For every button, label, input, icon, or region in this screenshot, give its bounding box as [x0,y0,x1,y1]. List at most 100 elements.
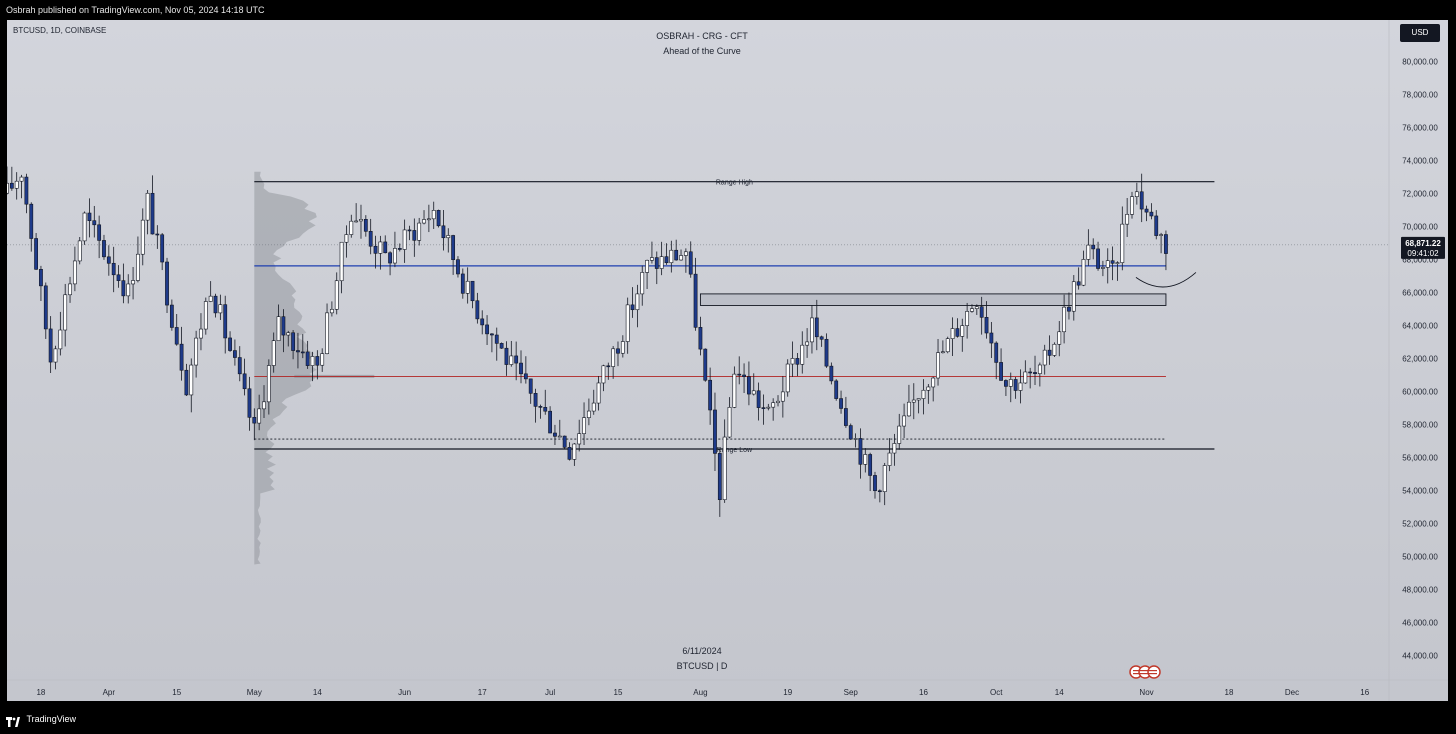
candle [572,443,577,466]
level-label-range-high: Range High [716,180,753,187]
candle-body [9,182,14,189]
candle-body [184,369,189,396]
candle [882,462,887,506]
candle-body [431,210,436,220]
candle [329,301,334,317]
symbol-info[interactable]: BTCUSD, 1D, COINBASE [13,26,107,35]
candle [131,267,135,300]
current-price-tag [1401,236,1445,259]
candle-body [87,212,92,221]
candle-body [708,379,713,411]
candle-body [383,241,388,254]
candle-body [77,240,82,262]
y-tick-label: 52,000.00 [1402,519,1438,528]
candle-body [97,224,102,241]
candle [106,245,111,276]
candle-body [1013,379,1018,391]
y-tick-label: 44,000.00 [1402,651,1438,660]
candle [397,243,402,252]
candle [305,340,310,369]
candle-body [1033,372,1037,374]
candle [1125,197,1130,237]
candle [1154,210,1159,240]
candle [979,296,984,335]
candle-body [393,248,397,264]
candle-body [1096,248,1100,269]
candle-body [339,241,344,282]
candle [926,384,931,404]
candle [713,392,717,471]
us-flag-icon[interactable] [1129,665,1161,679]
candle [363,215,368,237]
candle [1062,294,1067,344]
candle-body [548,410,553,434]
candle-body [882,465,887,492]
candle-body [650,257,654,261]
candle [68,276,72,303]
candle [451,234,456,275]
candle-body [742,374,746,377]
candle [1101,260,1105,277]
candle-body [189,364,194,396]
candle-body [315,356,320,366]
candle [635,284,640,328]
current-price-value: 68,871.22 [1405,239,1441,248]
candle-body [499,343,504,349]
candle-body [911,399,916,403]
candle [1096,241,1100,271]
candle-body [1081,259,1086,286]
candle [208,281,213,303]
candle-body [252,417,257,424]
candle [732,366,737,409]
candle [824,333,829,368]
chart-panel[interactable]: BTCUSD, 1D, COINBASE OSBRAH - CRG - CFT … [7,20,1448,701]
candle-body [999,362,1003,381]
candle [596,376,601,411]
x-tick-label: Sep [844,688,859,697]
y-tick-label: 78,000.00 [1402,90,1438,99]
candle-body [1101,267,1105,269]
candle-body [111,262,116,276]
candle-body [72,260,77,285]
candle [203,297,208,335]
candle [965,302,970,339]
candle-body [1018,382,1023,391]
candle-body [329,308,334,314]
x-tick-label: 16 [1360,688,1369,697]
candle [1067,292,1071,320]
candle [412,218,417,257]
y-tick-label: 64,000.00 [1402,321,1438,330]
price-chart[interactable]: Range High Range Low 80,000.00 78,000.00 76… [7,20,1448,701]
candle-body [761,407,766,409]
candles-layer [7,166,1168,517]
candle-body [582,417,586,434]
candle [48,316,53,374]
candle-body [916,398,921,401]
candle-body [577,433,582,445]
currency-button[interactable]: USD [1400,24,1440,42]
candle [582,402,586,445]
candle [708,367,713,425]
candle [834,379,839,401]
candle-body [14,180,19,189]
candle [150,175,155,235]
candle [174,314,179,346]
candle-body [465,280,470,294]
candle [417,217,422,246]
candle [1134,182,1139,205]
candle [528,378,533,404]
candle [7,166,9,195]
candle-body [853,438,858,440]
candle [43,282,48,339]
candle-body [58,329,63,350]
candle-body [19,176,24,182]
candle [640,265,645,306]
candle [858,428,863,479]
candle [126,274,131,304]
x-tick-label: 15 [614,688,623,697]
candle-body [543,407,548,412]
candle-body [766,406,771,409]
candle-body [48,328,53,363]
candle-body [717,453,722,501]
candle-body [732,373,737,408]
